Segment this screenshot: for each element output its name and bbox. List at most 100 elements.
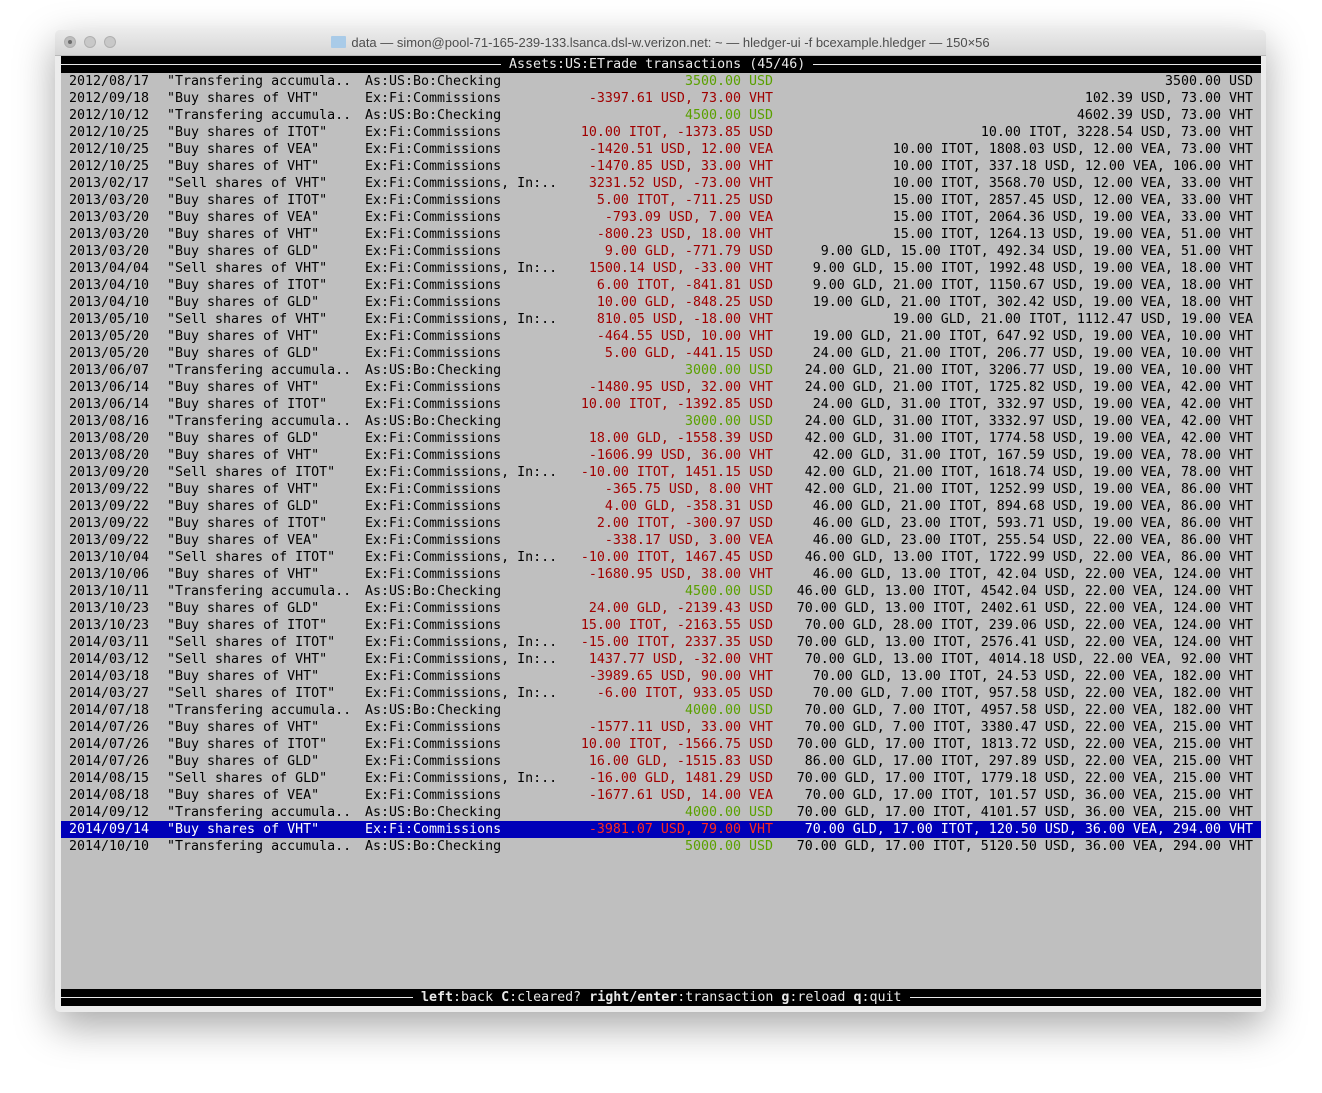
transaction-row[interactable]: 2014/03/18 "Buy shares of VHT" Ex:Fi:Commi…	[61, 668, 1261, 685]
transaction-row[interactable]: 2012/10/25 "Buy shares of VEA" Ex:Fi:Commi…	[61, 141, 1261, 158]
transaction-account: Ex:Fi:Commissions, In:..	[365, 176, 558, 191]
transaction-row[interactable]: 2013/06/14 "Buy shares of ITOT" Ex:Fi:Comm…	[61, 396, 1261, 413]
transaction-amount: 4500.00 USD	[684, 108, 773, 123]
transaction-date: 2012/10/12	[69, 108, 150, 123]
transaction-row[interactable]: 2013/03/20 "Buy shares of GLD" Ex:Fi:Commi…	[61, 243, 1261, 260]
transaction-amount: 10.00 ITOT, -1373.85 USD	[580, 125, 773, 140]
header-label: transactions	[645, 57, 742, 72]
transaction-description: "Buy shares of VEA"	[167, 788, 320, 803]
transaction-row[interactable]: 2013/08/20 "Buy shares of VHT" Ex:Fi:Commi…	[61, 447, 1261, 464]
transaction-row[interactable]: 2014/08/15 "Sell shares of GLD" Ex:Fi:Comm…	[61, 770, 1261, 787]
running-balance: 10.00 ITOT, 3568.70 USD, 12.00 VEA, 33.0…	[892, 176, 1253, 191]
terminal-screen[interactable]: Assets:US:ETrade transactions (45/46) 20…	[61, 56, 1261, 1006]
key-action: cleared?	[517, 990, 582, 1005]
transaction-description: "Buy shares of VHT"	[167, 380, 320, 395]
transaction-row[interactable]: 2012/10/12 "Transfering accumula.. As:US:B…	[61, 107, 1261, 124]
transaction-account: Ex:Fi:Commissions, In:..	[365, 652, 558, 667]
close-button[interactable]	[64, 36, 76, 48]
key-action: back	[461, 990, 494, 1005]
transaction-description: "Transfering accumula..	[167, 839, 352, 854]
transaction-amount: -6.00 ITOT, 933.05 USD	[596, 686, 773, 701]
transaction-date: 2013/05/20	[69, 329, 150, 344]
transaction-amount: 1437.77 USD, -32.00 VHT	[588, 652, 773, 667]
transaction-description: "Transfering accumula..	[167, 108, 352, 123]
running-balance: 24.00 GLD, 21.00 ITOT, 3206.77 USD, 19.0…	[804, 363, 1253, 378]
transaction-date: 2013/08/20	[69, 431, 150, 446]
footer-keys: left:back C:cleared? right/enter:transac…	[413, 989, 910, 1006]
transaction-description: "Buy shares of VHT"	[167, 448, 320, 463]
transaction-account: Ex:Fi:Commissions	[365, 737, 502, 752]
transaction-amount: 4.00 GLD, -358.31 USD	[604, 499, 773, 514]
transaction-row[interactable]: 2013/09/20 "Sell shares of ITOT" Ex:Fi:Com…	[61, 464, 1261, 481]
zoom-button[interactable]	[104, 36, 116, 48]
transaction-account: Ex:Fi:Commissions	[365, 720, 502, 735]
transaction-amount: 5.00 GLD, -441.15 USD	[604, 346, 773, 361]
transaction-row[interactable]: 2014/07/26 "Buy shares of VHT" Ex:Fi:Commi…	[61, 719, 1261, 736]
transaction-row[interactable]: 2013/03/20 "Buy shares of ITOT" Ex:Fi:Comm…	[61, 192, 1261, 209]
transaction-row[interactable]: 2013/10/06 "Buy shares of VHT" Ex:Fi:Commi…	[61, 566, 1261, 583]
transaction-account: Ex:Fi:Commissions	[365, 346, 502, 361]
transaction-account: Ex:Fi:Commissions	[365, 618, 502, 633]
transaction-row[interactable]: 2013/08/20 "Buy shares of GLD" Ex:Fi:Commi…	[61, 430, 1261, 447]
transaction-date: 2012/09/18	[69, 91, 150, 106]
transaction-date: 2013/10/23	[69, 618, 150, 633]
transaction-date: 2013/06/14	[69, 380, 150, 395]
transaction-account: As:US:Bo:Checking	[365, 703, 502, 718]
transaction-list[interactable]: 2012/08/17 "Transfering accumula.. As:US:B…	[61, 73, 1261, 855]
transaction-date: 2013/09/22	[69, 533, 150, 548]
transaction-description: "Buy shares of VHT"	[167, 159, 320, 174]
transaction-row[interactable]: 2013/05/10 "Sell shares of VHT" Ex:Fi:Comm…	[61, 311, 1261, 328]
transaction-row[interactable]: 2014/08/18 "Buy shares of VEA" Ex:Fi:Commi…	[61, 787, 1261, 804]
transaction-row[interactable]: 2013/05/20 "Buy shares of GLD" Ex:Fi:Commi…	[61, 345, 1261, 362]
transaction-row[interactable]: 2012/10/25 "Buy shares of VHT" Ex:Fi:Commi…	[61, 158, 1261, 175]
transaction-description: "Sell shares of VHT"	[167, 176, 328, 191]
transaction-date: 2013/03/20	[69, 193, 150, 208]
transaction-row[interactable]: 2013/06/14 "Buy shares of VHT" Ex:Fi:Commi…	[61, 379, 1261, 396]
transaction-date: 2014/09/14	[69, 822, 150, 837]
transaction-row[interactable]: 2014/03/12 "Sell shares of VHT" Ex:Fi:Comm…	[61, 651, 1261, 668]
transaction-row[interactable]: 2013/03/20 "Buy shares of VEA" Ex:Fi:Commi…	[61, 209, 1261, 226]
transaction-row[interactable]: 2013/05/20 "Buy shares of VHT" Ex:Fi:Commi…	[61, 328, 1261, 345]
transaction-date: 2013/03/20	[69, 210, 150, 225]
transaction-row[interactable]: 2014/07/26 "Buy shares of GLD" Ex:Fi:Commi…	[61, 753, 1261, 770]
transaction-row[interactable]: 2012/10/25 "Buy shares of ITOT" Ex:Fi:Comm…	[61, 124, 1261, 141]
transaction-account: Ex:Fi:Commissions, In:..	[365, 550, 558, 565]
transaction-row[interactable]: 2014/07/26 "Buy shares of ITOT" Ex:Fi:Comm…	[61, 736, 1261, 753]
transaction-row[interactable]: 2013/04/10 "Buy shares of ITOT" Ex:Fi:Comm…	[61, 277, 1261, 294]
transaction-row[interactable]: 2013/09/22 "Buy shares of ITOT" Ex:Fi:Comm…	[61, 515, 1261, 532]
transaction-amount: -1470.85 USD, 33.00 VHT	[588, 159, 773, 174]
transaction-row[interactable]: 2013/04/10 "Buy shares of GLD" Ex:Fi:Commi…	[61, 294, 1261, 311]
transaction-row[interactable]: 2013/09/22 "Buy shares of VHT" Ex:Fi:Commi…	[61, 481, 1261, 498]
running-balance: 9.00 GLD, 15.00 ITOT, 492.34 USD, 19.00 …	[820, 244, 1253, 259]
transaction-row[interactable]: 2013/02/17 "Sell shares of VHT" Ex:Fi:Comm…	[61, 175, 1261, 192]
transaction-account: Ex:Fi:Commissions	[365, 533, 502, 548]
transaction-row[interactable]: 2014/03/27 "Sell shares of ITOT" Ex:Fi:Com…	[61, 685, 1261, 702]
running-balance: 46.00 GLD, 23.00 ITOT, 255.54 USD, 22.00…	[812, 533, 1253, 548]
transaction-row[interactable]: 2014/03/11 "Sell shares of ITOT" Ex:Fi:Com…	[61, 634, 1261, 651]
transaction-row[interactable]: 2013/06/07 "Transfering accumula.. As:US:B…	[61, 362, 1261, 379]
transaction-row-selected[interactable]: 2014/09/14 "Buy shares of VHT" Ex:Fi:Commi…	[61, 821, 1261, 838]
transaction-row[interactable]: 2013/08/16 "Transfering accumula.. As:US:B…	[61, 413, 1261, 430]
transaction-row[interactable]: 2014/07/18 "Transfering accumula.. As:US:B…	[61, 702, 1261, 719]
transaction-row[interactable]: 2014/10/10 "Transfering accumula.. As:US:B…	[61, 838, 1261, 855]
transaction-row[interactable]: 2012/09/18 "Buy shares of VHT" Ex:Fi:Commi…	[61, 90, 1261, 107]
minimize-button[interactable]	[84, 36, 96, 48]
transaction-amount: -1606.99 USD, 36.00 VHT	[588, 448, 773, 463]
transaction-row[interactable]: 2012/08/17 "Transfering accumula.. As:US:B…	[61, 73, 1261, 90]
transaction-date: 2013/04/10	[69, 295, 150, 310]
transaction-row[interactable]: 2013/10/04 "Sell shares of ITOT" Ex:Fi:Com…	[61, 549, 1261, 566]
running-balance: 102.39 USD, 73.00 VHT	[1084, 91, 1253, 106]
transaction-row[interactable]: 2013/03/20 "Buy shares of VHT" Ex:Fi:Commi…	[61, 226, 1261, 243]
transaction-row[interactable]: 2013/10/11 "Transfering accumula.. As:US:B…	[61, 583, 1261, 600]
transaction-description: "Sell shares of ITOT"	[167, 550, 336, 565]
transaction-date: 2014/03/12	[69, 652, 150, 667]
transaction-row[interactable]: 2013/10/23 "Buy shares of ITOT" Ex:Fi:Comm…	[61, 617, 1261, 634]
transaction-row[interactable]: 2013/09/22 "Buy shares of GLD" Ex:Fi:Commi…	[61, 498, 1261, 515]
transaction-description: "Transfering accumula..	[167, 584, 352, 599]
transaction-row[interactable]: 2013/10/23 "Buy shares of GLD" Ex:Fi:Commi…	[61, 600, 1261, 617]
transaction-row[interactable]: 2014/09/12 "Transfering accumula.. As:US:B…	[61, 804, 1261, 821]
transaction-account: Ex:Fi:Commissions	[365, 567, 502, 582]
transaction-row[interactable]: 2013/04/04 "Sell shares of VHT" Ex:Fi:Comm…	[61, 260, 1261, 277]
running-balance: 10.00 ITOT, 337.18 USD, 12.00 VEA, 106.0…	[892, 159, 1253, 174]
transaction-row[interactable]: 2013/09/22 "Buy shares of VEA" Ex:Fi:Commi…	[61, 532, 1261, 549]
